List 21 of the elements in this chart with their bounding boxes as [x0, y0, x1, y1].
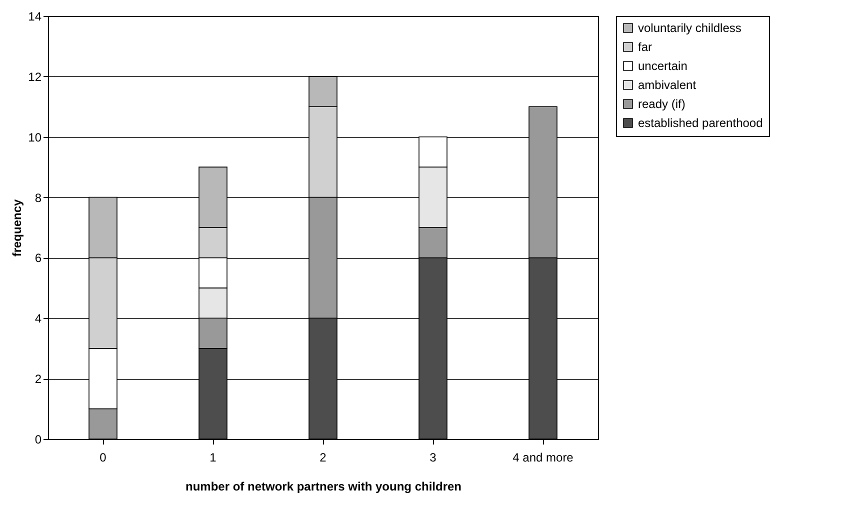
x-tick-label: 3 [430, 450, 437, 464]
y-tick-label: 10 [28, 130, 42, 144]
y-tick-label: 4 [34, 312, 42, 326]
legend-label: uncertain [638, 59, 688, 73]
y-axis-title: frequency [10, 199, 24, 257]
x-tick-label: 1 [210, 450, 217, 464]
x-tick-label: 2 [320, 450, 327, 464]
legend-label: ambivalent [638, 78, 697, 92]
y-tick-label: 14 [28, 10, 42, 24]
y-tick-label: 0 [34, 432, 42, 446]
x-tick-label: 0 [100, 450, 107, 464]
y-tick-label: 8 [34, 190, 42, 205]
y-tick-label: 6 [34, 251, 42, 266]
legend-label: far [638, 40, 652, 54]
legend-label: ready (if) [638, 97, 686, 111]
y-tick-label: 2 [34, 372, 42, 386]
x-axis-title: number of network partners with young children [185, 480, 462, 494]
x-tick-label: 4 and more [512, 450, 574, 464]
legend-label: voluntarily childless [638, 21, 742, 35]
y-tick-label: 12 [28, 70, 42, 84]
legend-label: established parenthood [638, 116, 763, 130]
